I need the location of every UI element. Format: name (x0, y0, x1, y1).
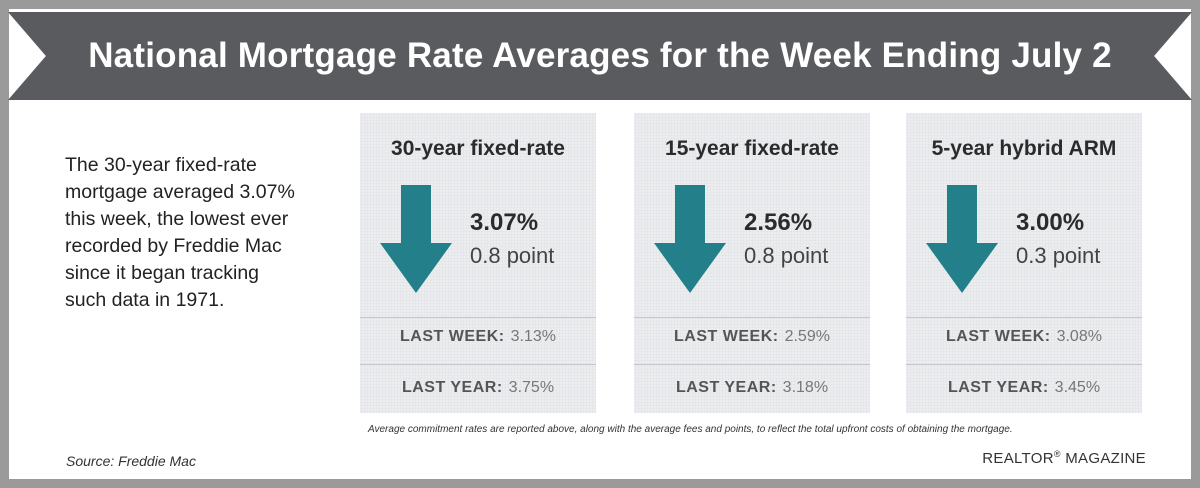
divider (360, 317, 596, 318)
card-title: 15-year fixed-rate (665, 137, 839, 160)
page-title: National Mortgage Rate Averages for the … (88, 36, 1112, 75)
last-year-stat: LAST YEAR: 3.75% (360, 379, 596, 397)
last-year-label: LAST YEAR: (947, 379, 1049, 396)
last-week-label: LAST WEEK: (400, 328, 505, 345)
rate-change: 0.3 point (1016, 243, 1101, 268)
brand-name: REALTOR (982, 450, 1054, 467)
last-week-stat: LAST WEEK: 2.59% (634, 328, 870, 346)
card-15-year-fixed: 15-year fixed-rate 2.56% 0.8 point LAST … (634, 113, 870, 413)
rate-value: 2.56% (744, 209, 813, 236)
divider (360, 364, 596, 365)
last-year-label: LAST YEAR: (675, 379, 777, 396)
down-arrow-icon (380, 185, 452, 293)
card-5-year-arm: 5-year hybrid ARM 3.00% 0.3 point LAST W… (906, 113, 1142, 413)
divider (906, 364, 1142, 365)
last-week-label: LAST WEEK: (674, 328, 779, 345)
rate-value: 3.00% (1016, 209, 1085, 236)
last-year-value: 3.75% (508, 379, 555, 396)
card-title: 30-year fixed-rate (391, 137, 565, 160)
last-year-value: 3.45% (1054, 379, 1101, 396)
down-arrow-icon (926, 185, 998, 293)
down-arrow-icon (654, 185, 726, 293)
last-year-stat: LAST YEAR: 3.18% (634, 379, 870, 397)
last-week-value: 3.08% (1056, 328, 1102, 345)
intro-text: The 30-year fixed-rate mortgage averaged… (65, 154, 295, 311)
divider (634, 317, 870, 318)
last-year-label: LAST YEAR: (401, 379, 503, 396)
rate-value: 3.07% (470, 209, 539, 236)
footnote: Average commitment rates are reported ab… (368, 424, 1013, 435)
card-30-year-fixed: 30-year fixed-rate 3.07% 0.8 point LAST … (360, 113, 596, 413)
last-year-value: 3.18% (782, 379, 829, 396)
card-title: 5-year hybrid ARM (931, 137, 1117, 160)
brand-suffix: MAGAZINE (1060, 450, 1146, 467)
divider (906, 317, 1142, 318)
rate-change: 0.8 point (470, 243, 555, 268)
title-banner (8, 12, 1192, 100)
last-week-value: 3.13% (510, 328, 556, 345)
divider (634, 364, 870, 365)
source-credit: Source: Freddie Mac (66, 453, 196, 469)
last-week-stat: LAST WEEK: 3.08% (906, 328, 1142, 346)
last-year-stat: LAST YEAR: 3.45% (906, 379, 1142, 397)
brand-logo: REALTOR® MAGAZINE (982, 449, 1146, 467)
registered-mark: ® (1053, 449, 1061, 459)
last-week-stat: LAST WEEK: 3.13% (360, 328, 596, 346)
rate-change: 0.8 point (744, 243, 829, 268)
last-week-label: LAST WEEK: (946, 328, 1051, 345)
last-week-value: 2.59% (784, 328, 830, 345)
